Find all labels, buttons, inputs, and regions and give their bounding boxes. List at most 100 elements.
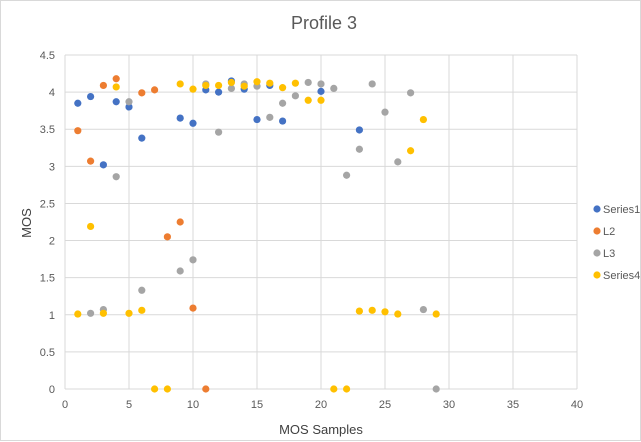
data-point (317, 80, 325, 88)
data-point (407, 89, 415, 97)
legend-label: Series1 (603, 204, 640, 216)
data-point (291, 92, 299, 100)
data-point (381, 108, 389, 116)
data-point (112, 75, 120, 83)
data-point (368, 80, 376, 88)
data-point (151, 86, 159, 94)
data-point (317, 87, 325, 95)
y-tick-label: 0.5 (40, 347, 55, 359)
data-point (407, 147, 415, 155)
data-point (189, 85, 197, 93)
data-point (189, 119, 197, 127)
data-point (355, 126, 363, 134)
data-point (87, 157, 95, 165)
data-point (432, 310, 440, 318)
legend-item: Series1 (593, 204, 640, 216)
data-point (125, 309, 133, 317)
data-point (394, 310, 402, 318)
data-point (99, 161, 107, 169)
data-point (253, 78, 261, 86)
data-point (163, 385, 171, 393)
gridlines (64, 54, 578, 390)
y-tick-label: 2.5 (40, 198, 55, 210)
x-tick-label: 35 (507, 399, 519, 411)
data-point (74, 99, 82, 107)
data-point (432, 385, 440, 393)
legend-label: L2 (603, 226, 615, 238)
data-point (215, 128, 223, 136)
data-point (99, 81, 107, 90)
x-tick-label: 5 (126, 399, 132, 411)
data-point (279, 99, 287, 107)
data-point (189, 256, 197, 264)
legend-marker (593, 249, 601, 257)
data-point (87, 309, 95, 317)
data-point (266, 113, 274, 121)
data-point (368, 306, 376, 314)
legend-marker (593, 205, 601, 213)
data-point (202, 81, 210, 90)
y-axis-title: MOS (19, 208, 34, 238)
data-point (227, 78, 235, 87)
data-point (112, 98, 120, 106)
data-point (317, 96, 325, 104)
data-point (330, 385, 338, 393)
data-point (343, 171, 351, 179)
data-point (215, 88, 223, 96)
data-point (227, 84, 235, 92)
x-tick-label: 40 (571, 399, 583, 411)
x-tick-label: 0 (62, 399, 68, 411)
data-point (279, 84, 287, 92)
legend: Series1 L2 L3 Series4 (593, 204, 640, 282)
data-point (330, 84, 338, 92)
y-tick-label: 3.5 (40, 124, 55, 136)
data-point (202, 385, 210, 393)
data-point (138, 306, 146, 314)
data-point (394, 158, 402, 166)
data-point (151, 385, 159, 393)
data-point (419, 115, 427, 124)
legend-marker (593, 227, 601, 235)
data-point (125, 98, 133, 106)
data-point (176, 80, 184, 88)
data-point (74, 310, 82, 318)
chart-title: Profile 3 (291, 13, 357, 33)
data-point (343, 385, 351, 393)
series-l3-points (87, 78, 440, 393)
data-point (74, 127, 82, 135)
data-point (99, 309, 107, 317)
data-point (291, 79, 299, 87)
data-point (138, 134, 146, 142)
legend-marker (593, 271, 601, 279)
x-tick-label: 20 (315, 399, 327, 411)
legend-item: L3 (593, 248, 615, 260)
data-point (87, 222, 95, 231)
x-tick-label: 25 (379, 399, 391, 411)
series-series4-points (74, 78, 440, 393)
data-point (381, 308, 389, 316)
y-tick-label: 3 (49, 161, 55, 173)
y-tick-label: 1.5 (40, 273, 55, 285)
data-point (112, 83, 120, 91)
x-axis-title: MOS Samples (279, 422, 363, 437)
legend-item: L2 (593, 226, 615, 238)
data-point (304, 78, 312, 87)
y-tick-label: 2 (49, 236, 55, 248)
x-tick-labels: 0 5 10 15 20 25 30 35 40 (62, 399, 583, 411)
data-point (266, 79, 274, 87)
data-points (74, 75, 440, 393)
data-point (176, 267, 184, 275)
y-tick-label: 1 (49, 310, 55, 322)
data-point (138, 286, 146, 294)
y-tick-label: 4.5 (40, 50, 55, 62)
data-point (419, 305, 427, 314)
series-l2-points (74, 75, 210, 393)
data-point (87, 92, 95, 101)
data-point (240, 82, 248, 90)
series-series1-points (74, 77, 363, 169)
x-tick-label: 30 (443, 399, 455, 411)
data-point (176, 114, 184, 122)
data-point (215, 81, 223, 90)
data-point (304, 96, 312, 104)
y-tick-labels: 0 0.5 1 1.5 2 2.5 3 3.5 4 4.5 (40, 50, 55, 396)
